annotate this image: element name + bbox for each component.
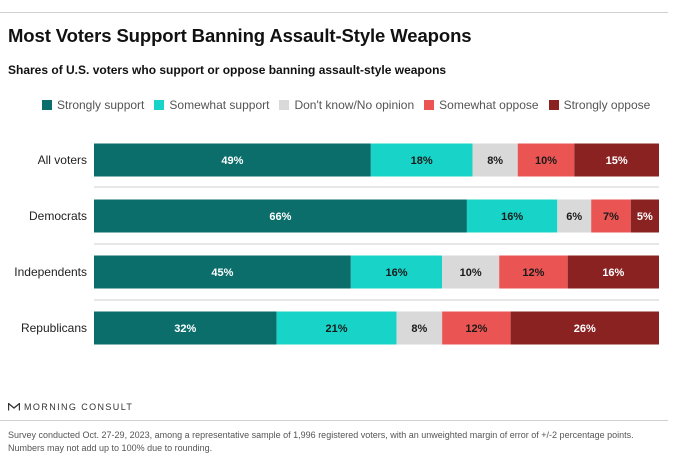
bar-segment-somewhat-oppose [499, 255, 568, 289]
legend-item-somewhat-oppose: Somewhat oppose [424, 98, 539, 112]
legend-swatch [154, 100, 165, 110]
legend-label: Strongly support [57, 98, 145, 112]
legend-swatch [424, 100, 435, 110]
data-label: 45% [211, 267, 233, 279]
data-label: 15% [606, 155, 628, 167]
data-label: 8% [411, 323, 427, 335]
data-label: 16% [602, 267, 624, 279]
bar-segment-somewhat-oppose [517, 143, 575, 177]
legend-label: Strongly oppose [563, 98, 651, 112]
bar-segment-somewhat-support [466, 199, 558, 233]
legend-item-strongly-support: Strongly support [42, 98, 144, 112]
brand-logo: MORNING CONSULT [8, 402, 133, 412]
bar-segment-strongly-oppose [567, 255, 659, 289]
bar-segment-don-t-know-no-opinion [396, 311, 443, 345]
data-label: 16% [385, 267, 407, 279]
bar-segment-don-t-know-no-opinion [557, 199, 592, 233]
legend-item-don-t-know-no-opinion: Don't know/No opinion [279, 98, 414, 112]
data-label: 8% [487, 155, 503, 167]
legend-label: Don't know/No opinion [294, 98, 415, 112]
data-label: 26% [574, 323, 596, 335]
brand-name: MORNING CONSULT [24, 402, 134, 412]
category-label-independents: Independents [14, 265, 87, 279]
chart-subtitle: Shares of U.S. voters who support or opp… [8, 63, 447, 77]
legend-item-somewhat-support: Somewhat support [154, 98, 269, 112]
legend-label: Somewhat oppose [439, 98, 539, 112]
chart-title: Most Voters Support Banning Assault-Styl… [8, 25, 472, 46]
legend-item-strongly-oppose: Strongly oppose [548, 98, 651, 112]
footnote: Survey conducted Oct. 27-29, 2023, among… [8, 430, 634, 453]
legend-label: Somewhat support [169, 98, 270, 112]
legend-swatch [279, 100, 290, 110]
legend-swatch [548, 100, 559, 110]
data-label: 21% [326, 323, 348, 335]
data-label: 10% [535, 155, 557, 167]
category-label-all-voters: All voters [38, 153, 87, 167]
data-label: 66% [269, 211, 291, 223]
bar-segment-strongly-support [94, 199, 467, 233]
bottom-divider [0, 420, 668, 421]
top-divider [0, 12, 668, 13]
bar-segment-don-t-know-no-opinion [442, 255, 500, 289]
data-label: 32% [174, 323, 196, 335]
bar-segment-strongly-support [94, 255, 351, 289]
data-label: 49% [221, 155, 243, 167]
data-label: 18% [411, 155, 433, 167]
data-label: 16% [501, 211, 523, 223]
bar-segment-somewhat-oppose [591, 199, 631, 233]
bar-segment-strongly-oppose [510, 311, 659, 345]
bar-segment-somewhat-oppose [442, 311, 511, 345]
bar-segment-somewhat-support [370, 143, 473, 177]
chart-legend: Strongly support Somewhat support Don't kn… [42, 98, 660, 112]
data-label: 6% [566, 211, 582, 223]
data-label: 12% [465, 323, 487, 335]
data-label: 12% [522, 267, 544, 279]
legend-swatch [42, 100, 52, 110]
data-label: 5% [637, 211, 653, 223]
bar-segment-don-t-know-no-opinion [472, 143, 518, 177]
bar-segment-somewhat-support [350, 255, 443, 289]
data-label: 7% [603, 211, 619, 223]
category-label-republicans: Republicans [21, 321, 87, 335]
bar-segment-strongly-oppose [574, 143, 659, 177]
bar-segment-strongly-oppose [630, 199, 659, 233]
bar-segment-strongly-support [94, 311, 277, 345]
bar-segment-somewhat-support [276, 311, 397, 345]
bar-segment-strongly-support [94, 143, 371, 177]
morning-consult-icon [8, 403, 20, 411]
category-label-democrats: Democrats [29, 209, 87, 223]
data-label: 10% [460, 267, 482, 279]
